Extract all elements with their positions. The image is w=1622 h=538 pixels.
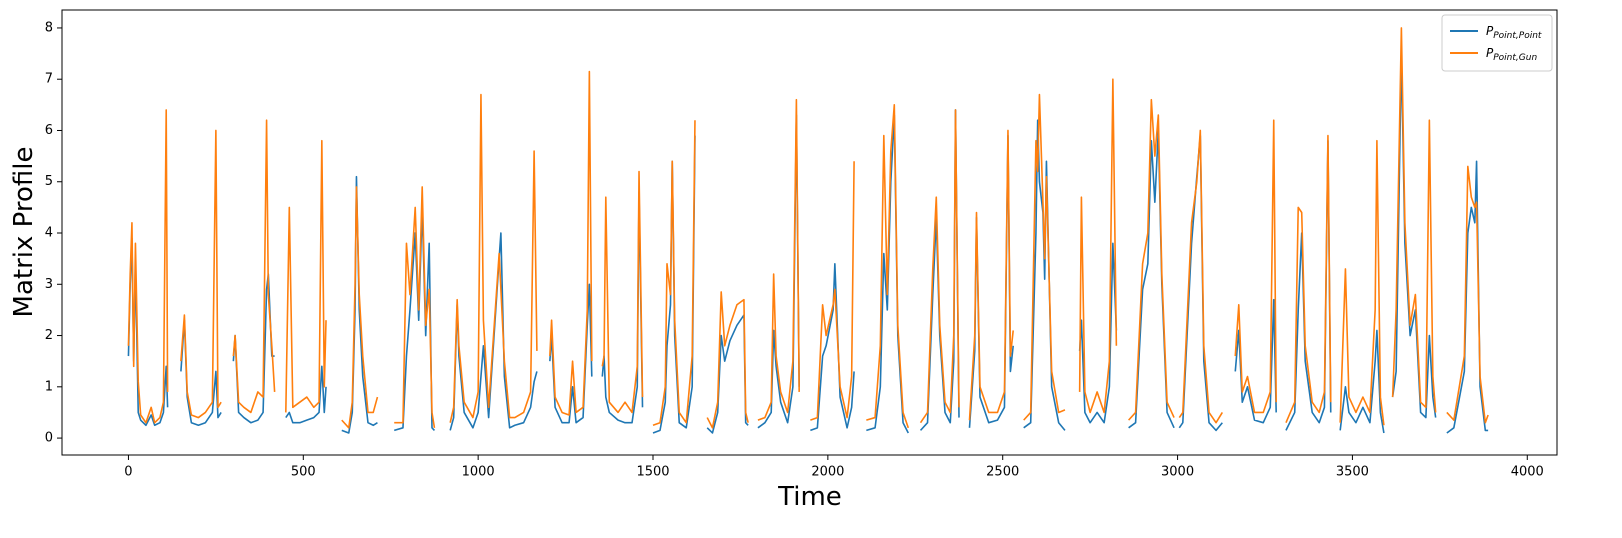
x-tick-label: 2500	[986, 465, 1019, 480]
y-tick-label: 5	[45, 174, 53, 189]
x-tick-label: 500	[291, 465, 316, 480]
x-tick-label: 1000	[462, 465, 495, 480]
y-tick-label: 0	[45, 431, 53, 446]
x-tick-label: 3500	[1336, 465, 1369, 480]
x-axis-label: Time	[777, 482, 842, 512]
y-axis-label: Matrix Profile	[9, 147, 39, 318]
y-tick-label: 8	[45, 20, 53, 35]
y-tick-label: 2	[45, 328, 53, 343]
y-tick-label: 1	[45, 379, 53, 394]
x-tick-label: 1500	[636, 465, 669, 480]
line-series	[127, 52, 1489, 434]
legend-label-main: P	[1486, 24, 1494, 38]
y-tick-label: 4	[45, 226, 53, 241]
plot-frame	[61, 9, 1558, 456]
x-tick-label: 3000	[1161, 465, 1194, 480]
y-tick-label: 7	[45, 72, 53, 87]
x-tick-label: 4000	[1511, 465, 1544, 480]
legend-box	[1441, 14, 1553, 72]
legend-label-sub: Point,Point	[1493, 31, 1542, 41]
legend-label: PPoint,Point	[1486, 24, 1542, 41]
y-tick-label: 3	[45, 277, 53, 292]
legend-label-sub: Point,Gun	[1493, 53, 1537, 63]
y-tick-label: 6	[45, 123, 53, 138]
x-tick-label: 0	[124, 465, 132, 480]
legend-label: PPoint,Gun	[1486, 46, 1537, 63]
legend-label-main: P	[1486, 46, 1494, 60]
line-series	[127, 27, 1489, 429]
x-tick-label: 2000	[811, 465, 844, 480]
